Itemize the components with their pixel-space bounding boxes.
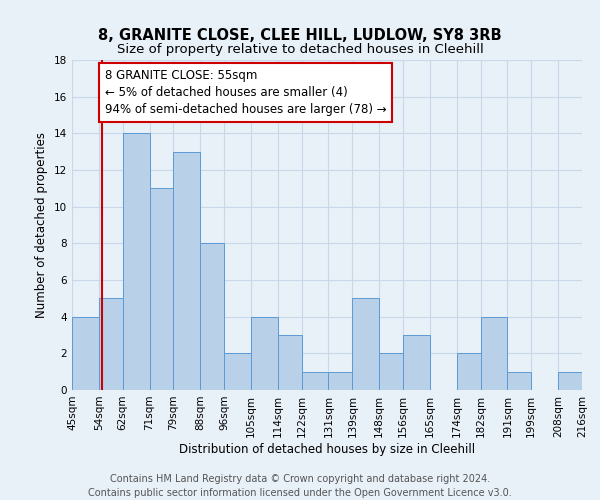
Y-axis label: Number of detached properties: Number of detached properties — [35, 132, 49, 318]
Bar — [379, 354, 403, 390]
Bar — [508, 372, 531, 390]
Bar — [200, 244, 224, 390]
Bar — [72, 316, 99, 390]
Bar — [173, 152, 200, 390]
Bar — [99, 298, 123, 390]
Bar — [224, 354, 251, 390]
Bar — [278, 335, 302, 390]
Bar — [302, 372, 328, 390]
Bar — [352, 298, 379, 390]
Bar — [251, 316, 278, 390]
X-axis label: Distribution of detached houses by size in Cleehill: Distribution of detached houses by size … — [179, 442, 475, 456]
Bar — [123, 134, 149, 390]
Text: 8 GRANITE CLOSE: 55sqm
← 5% of detached houses are smaller (4)
94% of semi-detac: 8 GRANITE CLOSE: 55sqm ← 5% of detached … — [105, 69, 386, 116]
Bar — [481, 316, 508, 390]
Bar — [403, 335, 430, 390]
Text: Size of property relative to detached houses in Cleehill: Size of property relative to detached ho… — [116, 42, 484, 56]
Bar — [558, 372, 582, 390]
Bar — [149, 188, 173, 390]
Text: Contains HM Land Registry data © Crown copyright and database right 2024.
Contai: Contains HM Land Registry data © Crown c… — [88, 474, 512, 498]
Bar — [328, 372, 352, 390]
Bar — [457, 354, 481, 390]
Text: 8, GRANITE CLOSE, CLEE HILL, LUDLOW, SY8 3RB: 8, GRANITE CLOSE, CLEE HILL, LUDLOW, SY8… — [98, 28, 502, 42]
